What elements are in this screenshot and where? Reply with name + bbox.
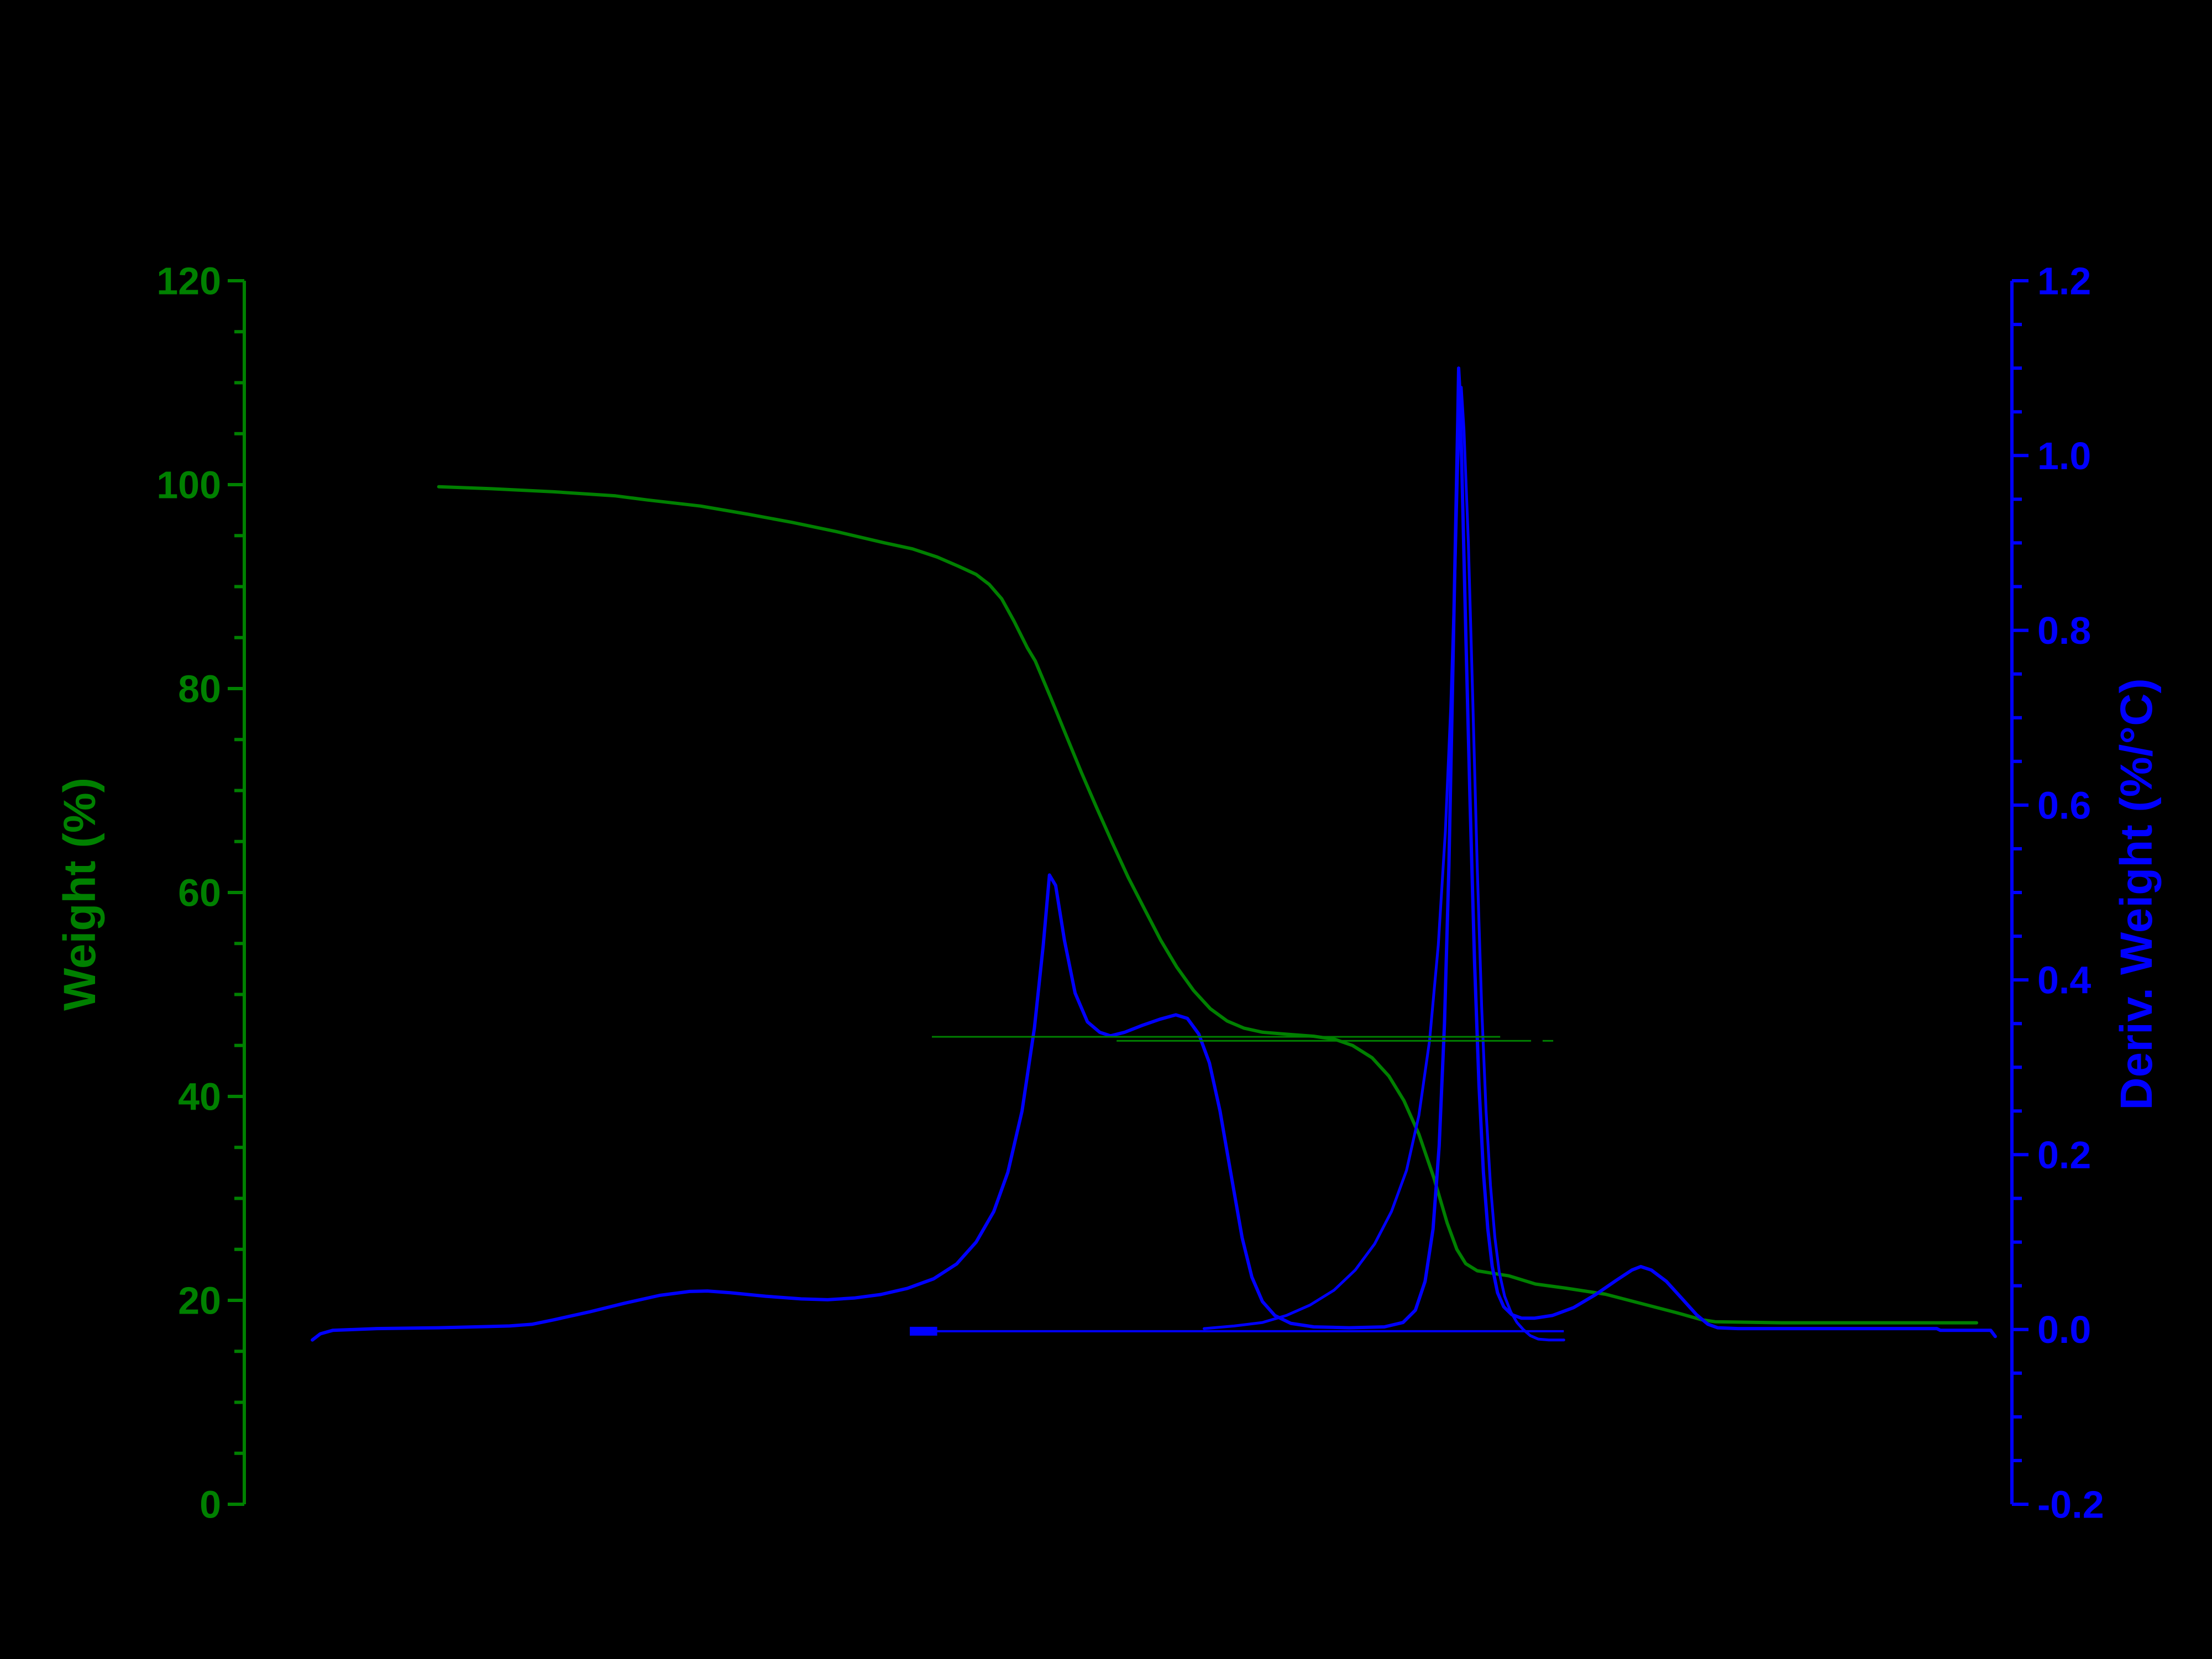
deriv-weight-curve (311, 366, 1997, 1342)
axes-layer: 120 100 80 60 40 20 0 1.2 1.0 0.8 0.6 0.4 0.2 0.0 -0.2 (156, 260, 2104, 1526)
y-right-tick-label: 1.0 (2037, 434, 2091, 477)
right-axis-title: Deriv. Weight (%/°C) (2111, 678, 2162, 1110)
y-right-tick-label: 0.2 (2037, 1133, 2091, 1177)
y-left-tick-label: 40 (178, 1075, 221, 1119)
y-left-tick-label: 60 (178, 872, 221, 915)
y-right-tick-label: -0.2 (2037, 1483, 2104, 1526)
y-right-tick-label: 1.2 (2037, 260, 2091, 303)
weight-curve (437, 485, 1978, 1325)
y-right-tick-label: 0.6 (2037, 784, 2091, 827)
y-left-tick-label: 80 (178, 668, 221, 711)
y-right-tick-label: 0.8 (2037, 609, 2091, 652)
y-right-tick-label: 0.4 (2037, 959, 2091, 1002)
y-left-tick-label: 100 (156, 464, 221, 507)
y-left-tick-label: 120 (156, 260, 221, 303)
y-left-tick-label: 20 (178, 1279, 221, 1322)
y-left-tick-label: 0 (200, 1483, 221, 1526)
y-right-tick-label: 0.0 (2037, 1308, 2091, 1351)
left-axis-title: Weight (%) (55, 778, 105, 1011)
series-layer (311, 366, 1997, 1342)
fitted-peak-curve (1203, 386, 1565, 1342)
